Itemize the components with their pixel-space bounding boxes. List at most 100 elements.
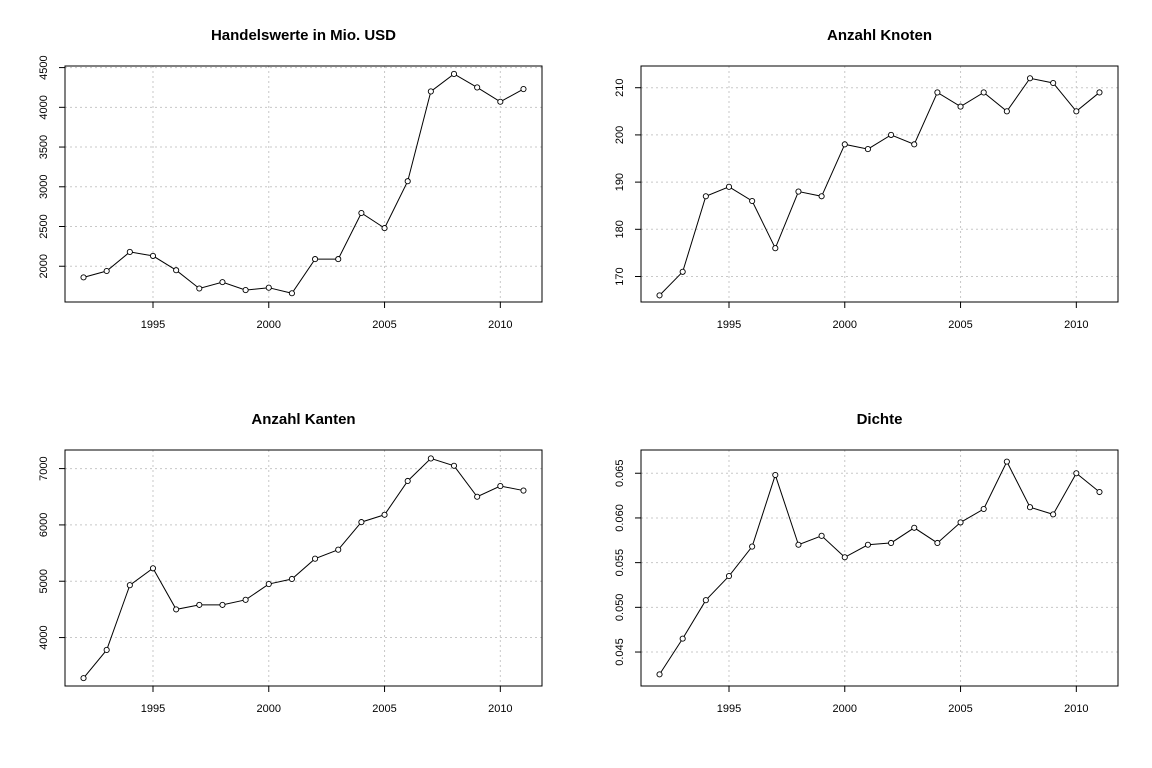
data-point <box>450 462 458 469</box>
x-tick-label: 1995 <box>717 703 741 715</box>
x-tick-label: 2010 <box>1064 703 1088 715</box>
data-point <box>381 511 388 518</box>
data-point <box>312 555 319 562</box>
y-tick-label: 6000 <box>38 513 50 537</box>
data-point <box>173 267 180 274</box>
x-tick-label: 2000 <box>257 703 281 715</box>
y-tick-label: 200 <box>614 126 626 144</box>
y-tick-label: 2500 <box>38 214 50 238</box>
data-point <box>911 141 918 148</box>
data-point <box>149 252 157 259</box>
data-point <box>149 565 157 572</box>
data-point <box>265 581 272 588</box>
chart-panel-1: Handelswerte in Mio. USD 1995 2000 2005 2010… <box>38 27 543 331</box>
data-point <box>427 88 434 95</box>
y-tick-label: 190 <box>614 173 626 191</box>
data-point <box>335 546 342 553</box>
data-point <box>795 188 802 195</box>
y-tick-label: 0.055 <box>614 549 626 577</box>
y-tick-label: 5000 <box>38 569 50 593</box>
data-point <box>888 539 895 547</box>
data-point <box>358 209 365 217</box>
data-point <box>818 532 825 539</box>
data-point <box>795 541 802 548</box>
data-point <box>772 245 779 252</box>
data-point <box>358 519 365 526</box>
y-tick-label: 3500 <box>38 135 50 159</box>
x-tick-label: 2000 <box>833 703 857 715</box>
data-point <box>841 554 848 561</box>
y-tick-label: 0.050 <box>614 594 626 622</box>
y-tick-label: 170 <box>614 267 626 285</box>
y-tick-label: 7000 <box>38 456 50 480</box>
data-point <box>242 287 249 294</box>
data-point <box>474 493 481 500</box>
data-point <box>404 178 411 185</box>
data-point <box>126 248 133 255</box>
chart-title: Anzahl Knoten <box>827 27 932 44</box>
data-point <box>1026 504 1034 511</box>
data-point <box>679 635 686 642</box>
plot-frame <box>640 449 1119 687</box>
data-point <box>702 193 709 200</box>
data-point <box>288 290 295 297</box>
data-point <box>864 146 871 153</box>
data-point <box>1003 108 1010 115</box>
data-point <box>1050 511 1057 518</box>
x-tick-label: 1995 <box>141 319 165 331</box>
data-point <box>103 267 110 275</box>
data-point <box>957 103 964 110</box>
x-tick-label: 2000 <box>833 319 857 331</box>
data-point <box>1050 79 1057 87</box>
data-point <box>381 225 388 232</box>
chart-panel-3: Anzahl Kanten 1995 2000 2005 2010 4000 5000 600… <box>38 411 543 715</box>
data-point <box>725 572 733 580</box>
chart-panel-4: Dichte 1995 2000 2005 2010 0.045 0.050 0.055 0.0… <box>614 411 1119 715</box>
x-tick-label: 2000 <box>257 319 281 331</box>
data-point <box>242 596 249 603</box>
data-point <box>656 671 663 678</box>
y-tick-label: 0.065 <box>614 459 626 487</box>
x-tick-label: 1995 <box>717 319 741 331</box>
data-point <box>450 70 458 77</box>
data-point <box>520 487 527 494</box>
data-point <box>1073 108 1080 115</box>
x-tick-label: 2005 <box>948 319 972 331</box>
x-tick-label: 2005 <box>948 703 972 715</box>
data-point <box>725 183 733 190</box>
y-tick-label: 180 <box>614 220 626 238</box>
data-point <box>749 543 756 550</box>
plot-frame <box>640 65 1119 303</box>
series-line <box>83 457 524 679</box>
y-tick-label: 4000 <box>38 95 50 119</box>
plot-frame <box>64 65 543 303</box>
data-point <box>103 646 110 654</box>
data-point <box>934 539 941 547</box>
data-point <box>1073 470 1080 477</box>
x-tick-label: 2010 <box>488 703 512 715</box>
data-point <box>888 131 895 138</box>
data-point <box>520 85 527 93</box>
data-point <box>427 455 434 462</box>
series-line <box>83 73 524 294</box>
data-point <box>818 193 825 200</box>
y-tick-label: 4000 <box>38 625 50 649</box>
x-tick-label: 2005 <box>372 319 396 331</box>
data-point <box>219 279 226 286</box>
x-tick-label: 2010 <box>488 319 512 331</box>
data-point <box>196 285 203 292</box>
y-tick-label: 0.045 <box>614 638 626 666</box>
series-line <box>659 77 1100 296</box>
y-tick-label: 3000 <box>38 175 50 199</box>
x-tick-label: 1995 <box>141 703 165 715</box>
chart-panel-2: Anzahl Knoten 1995 2000 2005 2010 170 180 190 20… <box>614 27 1119 331</box>
data-point <box>497 482 504 490</box>
y-tick-label: 0.060 <box>614 504 626 532</box>
data-point <box>312 256 319 263</box>
data-point <box>80 274 87 281</box>
data-point <box>980 505 987 513</box>
data-point <box>1003 458 1010 465</box>
plot-frame <box>64 449 543 687</box>
data-point <box>265 284 272 291</box>
